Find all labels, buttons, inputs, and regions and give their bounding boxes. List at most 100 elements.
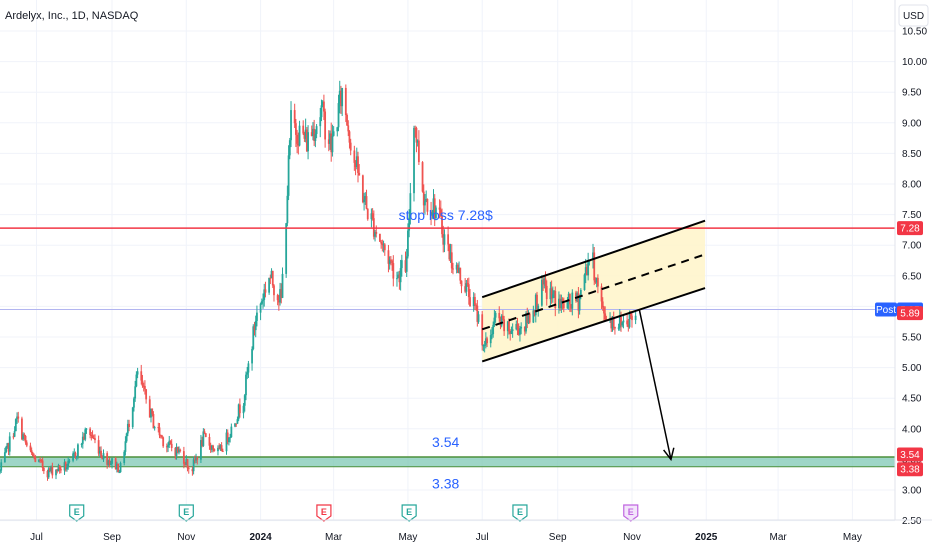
candle-body bbox=[452, 268, 454, 270]
candle-body bbox=[162, 437, 165, 447]
candle-body bbox=[561, 299, 564, 304]
candle-body bbox=[8, 436, 11, 452]
candle-body bbox=[153, 427, 156, 429]
candle-body bbox=[169, 440, 172, 444]
candle-body bbox=[34, 457, 37, 462]
candle-body bbox=[200, 440, 202, 460]
candle-body bbox=[314, 134, 317, 141]
candle-body bbox=[25, 442, 28, 446]
candle-body bbox=[600, 286, 603, 302]
candle-body bbox=[59, 469, 62, 471]
currency-button-frame[interactable] bbox=[898, 4, 929, 27]
candle-body bbox=[441, 215, 443, 235]
candle-body bbox=[91, 435, 94, 438]
candle-body bbox=[73, 452, 76, 454]
candle-body bbox=[553, 290, 555, 295]
post-tag-text: Post bbox=[876, 305, 896, 316]
last-price-badge bbox=[897, 306, 923, 321]
candle-body bbox=[523, 326, 526, 332]
candle-body bbox=[185, 459, 188, 465]
currency-button-label[interactable]: USD bbox=[903, 11, 924, 22]
candle-body bbox=[140, 371, 143, 381]
candle-body bbox=[332, 131, 335, 136]
candle-body bbox=[118, 472, 121, 474]
candle-body bbox=[111, 458, 113, 464]
candle-body bbox=[473, 296, 476, 305]
candle-body bbox=[235, 423, 238, 425]
candle-body bbox=[187, 468, 190, 470]
price-tick-label: 10.50 bbox=[902, 27, 927, 38]
candle-body bbox=[12, 436, 15, 438]
candle-body bbox=[145, 389, 148, 400]
time-axis[interactable]: Jul Sep Nov 2024 Mar May Jul Sep Nov 2025 Mar May bbox=[30, 532, 862, 543]
drawings-layer: stop loss 7.28$ 3.54 3.38 bbox=[0, 207, 895, 492]
candle-body bbox=[467, 284, 470, 298]
candle-body bbox=[433, 198, 436, 219]
candle-body bbox=[476, 305, 479, 322]
price-tick-label: 4.50 bbox=[902, 394, 922, 405]
candle-body bbox=[238, 404, 241, 414]
candle-body bbox=[510, 330, 513, 334]
support-zone bbox=[0, 456, 895, 467]
candle-body bbox=[414, 127, 417, 129]
candle-body bbox=[30, 450, 33, 454]
price-tick-label: 7.00 bbox=[902, 241, 922, 252]
earnings-icon-label: E bbox=[183, 507, 189, 517]
candle-body bbox=[168, 440, 171, 446]
earnings-icon-label: E bbox=[517, 507, 523, 517]
candle-body bbox=[443, 234, 446, 245]
earnings-icon-label: E bbox=[628, 507, 634, 517]
candle-body bbox=[399, 268, 402, 283]
candle-body bbox=[279, 289, 281, 303]
candle-body bbox=[236, 419, 239, 424]
candle-body bbox=[612, 318, 615, 327]
candle-body bbox=[80, 443, 83, 445]
candle-body bbox=[141, 380, 144, 386]
candle-body bbox=[559, 298, 562, 309]
candle-body bbox=[349, 142, 352, 151]
candle-body bbox=[109, 463, 112, 465]
candle-body bbox=[271, 270, 274, 286]
candle-body bbox=[55, 469, 57, 476]
candle-body bbox=[125, 433, 128, 442]
candle-body bbox=[210, 445, 213, 450]
candle-body bbox=[123, 451, 126, 463]
candle-body bbox=[24, 436, 27, 443]
candle-body bbox=[321, 101, 324, 106]
candle-body bbox=[320, 105, 323, 118]
channel-mid-line bbox=[481, 253, 706, 331]
candle-body bbox=[494, 312, 497, 318]
candle-body bbox=[243, 395, 246, 406]
candle-body bbox=[528, 313, 531, 323]
candle-body bbox=[516, 323, 519, 329]
currency-button[interactable]: USD bbox=[898, 4, 929, 27]
candle-body bbox=[603, 307, 605, 314]
candle-body bbox=[92, 437, 95, 439]
price-tick-label: 9.50 bbox=[902, 88, 922, 99]
candle-body bbox=[455, 264, 458, 270]
projection-arrow-line bbox=[638, 309, 672, 460]
candle-body bbox=[115, 463, 118, 470]
earnings-icon bbox=[401, 504, 417, 522]
candle-body bbox=[489, 335, 492, 344]
candle-body bbox=[493, 317, 496, 325]
price-tick-label: 10.00 bbox=[902, 57, 927, 68]
candle-body bbox=[192, 459, 195, 472]
candle-body bbox=[293, 110, 296, 124]
candle-body bbox=[544, 278, 547, 286]
candle-body bbox=[566, 301, 569, 309]
candle-body bbox=[259, 303, 262, 313]
candle-body bbox=[424, 200, 426, 206]
candle-body bbox=[0, 462, 3, 471]
candle-body bbox=[363, 199, 365, 203]
candle-body bbox=[338, 90, 341, 104]
candle-body bbox=[101, 456, 104, 460]
candle-body bbox=[108, 460, 111, 465]
candle-body bbox=[438, 207, 441, 210]
candle-body bbox=[6, 443, 9, 447]
candle-body bbox=[375, 231, 378, 234]
candle-body bbox=[219, 445, 222, 449]
candle-body bbox=[307, 132, 309, 152]
earnings-icon bbox=[69, 504, 85, 522]
